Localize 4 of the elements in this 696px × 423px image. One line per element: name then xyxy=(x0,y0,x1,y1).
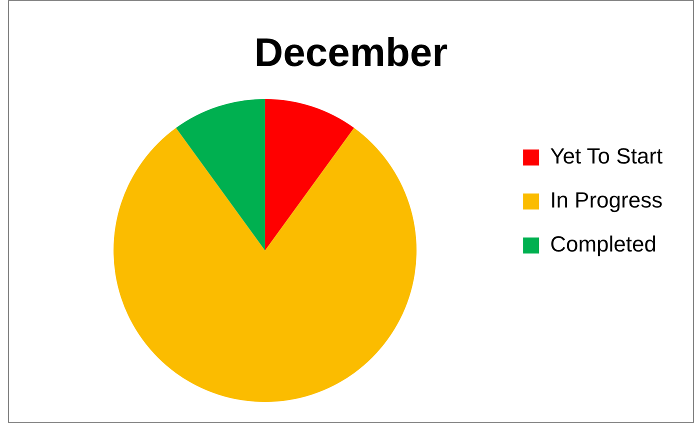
legend-label: Completed xyxy=(550,232,656,257)
chart-title: December xyxy=(254,31,448,76)
legend-label: Yet To Start xyxy=(550,144,663,169)
legend-label: In Progress xyxy=(550,188,663,213)
